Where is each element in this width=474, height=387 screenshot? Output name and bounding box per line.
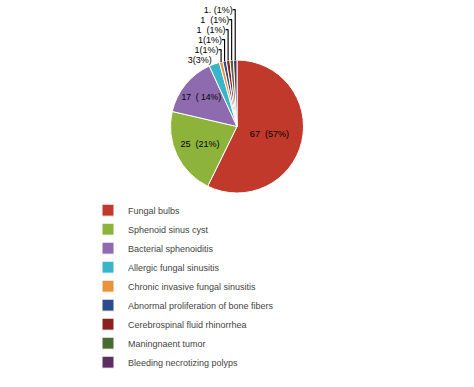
svg-text:Bleeding necrotizing polyps: Bleeding necrotizing polyps [128, 358, 238, 368]
svg-text:Fungal bulbs: Fungal bulbs [128, 206, 180, 216]
svg-text:17 ( 14%): 17 ( 14%) [181, 92, 221, 102]
svg-text:Chronic invasive fungal sinusi: Chronic invasive fungal sinusitis [128, 282, 256, 292]
svg-text:Sphenoid sinus cyst: Sphenoid sinus cyst [128, 225, 209, 235]
svg-text:67 (57%): 67 (57%) [250, 129, 289, 139]
svg-text:Cerebrospinal fluid rhinorrhea: Cerebrospinal fluid rhinorrhea [128, 320, 247, 330]
svg-text:3(3%): 3(3%) [188, 55, 212, 65]
svg-text:1(1%): 1(1%) [195, 45, 219, 55]
svg-text:1 (1%): 1 (1%) [197, 25, 226, 35]
svg-text:1(1%): 1(1%) [198, 35, 222, 45]
svg-text:Bacterial sphenoiditis: Bacterial sphenoiditis [128, 244, 214, 254]
svg-text:Abnormal proliferation of bone: Abnormal proliferation of bone fibers [128, 301, 274, 311]
svg-text:Allergic fungal sinusitis: Allergic fungal sinusitis [128, 263, 220, 273]
svg-text:25 (21%): 25 (21%) [180, 139, 219, 149]
svg-text:1 (1%): 1 (1%) [200, 15, 229, 25]
svg-text:1. (1%): 1. (1%) [204, 5, 233, 15]
svg-text:Maningnaent tumor: Maningnaent tumor [128, 339, 206, 349]
